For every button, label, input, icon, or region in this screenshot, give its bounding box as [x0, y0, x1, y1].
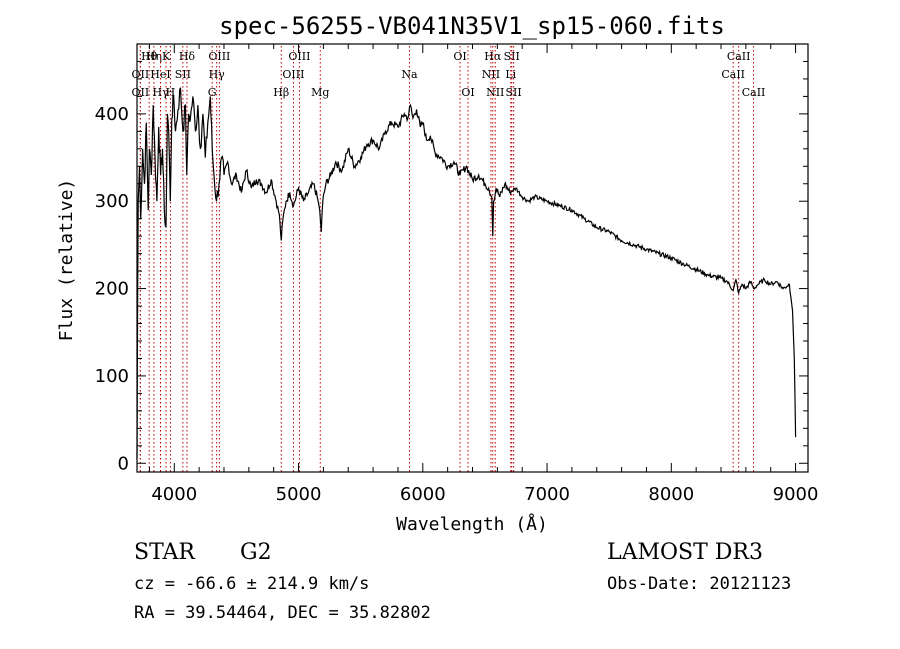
x-axis-label: Wavelength (Å): [396, 513, 548, 535]
spectral-line-label: Hη: [146, 50, 162, 63]
spectral-line-label: OIII: [208, 50, 230, 63]
spectral-line-label: Hδ: [179, 50, 196, 63]
y-tick-label: 0: [118, 453, 129, 474]
x-tick-label: 9000: [773, 484, 819, 505]
spectral-line-label: G: [208, 86, 217, 99]
spectral-line-label: H: [166, 86, 176, 99]
y-axis-label: Flux (relative): [56, 179, 77, 342]
spectral-line-label: K: [162, 50, 171, 63]
observation-date: Obs-Date: 20121123: [607, 574, 792, 594]
x-tick-label: 6000: [400, 484, 446, 505]
spectral-line-label: OII: [131, 68, 149, 81]
y-tick-label: 100: [95, 366, 129, 387]
spectral-line-label: Hθ: [141, 50, 158, 63]
redshift-text: cz = -66.6 ± 214.9 km/s: [134, 574, 370, 594]
spectral-line-label: NII: [482, 68, 500, 81]
ticks-layer: 4000 5000 6000 7000 8000 9000 0 100 200 300 400: [95, 44, 819, 505]
spectral-line-label: NII: [486, 86, 504, 99]
spectral-line-label: OIII: [288, 50, 310, 63]
spectral-line-label: Li: [505, 68, 516, 81]
spectral-line-label: Hα: [484, 50, 502, 63]
spectral-line-label: SII: [506, 86, 522, 99]
spectral-line-label: Mg: [311, 86, 329, 99]
survey-name: LAMOST DR3: [607, 540, 763, 565]
spectral-line-label: OI: [461, 86, 474, 99]
object-type: STAR: [134, 540, 195, 565]
spectral-line-label: OII: [131, 86, 149, 99]
spectral-line-label: CaII: [721, 68, 745, 81]
spectrum-line: [136, 87, 797, 459]
x-tick-label: 8000: [648, 484, 694, 505]
spectral-line-label: CaII: [742, 86, 766, 99]
spectral-line-label: SII: [175, 68, 191, 81]
subclass: G2: [240, 540, 272, 565]
x-tick-label: 4000: [151, 484, 197, 505]
y-tick-label: 400: [95, 104, 129, 125]
y-tick-label: 300: [95, 191, 129, 212]
spectral-line-label: Hγ: [209, 68, 226, 81]
spectral-line-label: Hβ: [273, 86, 289, 99]
plot-frame: [136, 43, 809, 473]
spectral-line-label: OIII: [282, 68, 304, 81]
spectral-line-label: Na: [401, 68, 418, 81]
coordinates-text: RA = 39.54464, DEC = 35.82802: [134, 603, 431, 623]
y-tick-label: 200: [95, 279, 129, 300]
chart-title: spec-56255-VB041N35V1_sp15-060.fits: [219, 12, 725, 40]
x-tick-label: 7000: [524, 484, 570, 505]
spectral-line-label: CaII: [727, 50, 751, 63]
spectral-line-label: SII: [504, 50, 520, 63]
spectral-line-label: Hγ: [153, 86, 170, 99]
spectral-line-label: OI: [453, 50, 466, 63]
x-tick-label: 5000: [276, 484, 322, 505]
